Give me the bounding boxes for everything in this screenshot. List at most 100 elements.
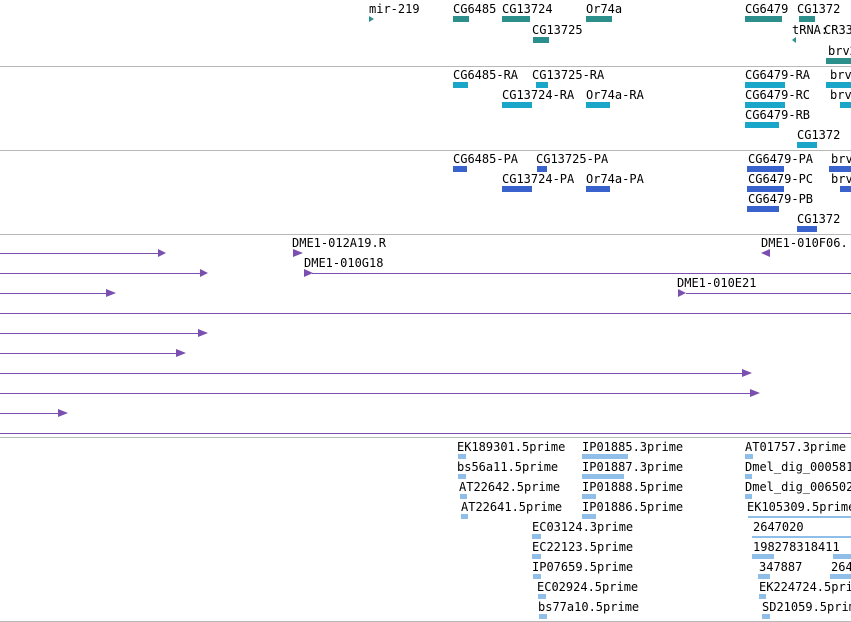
feature-label[interactable]: AT22642.5prime xyxy=(459,480,561,494)
est-glyph[interactable] xyxy=(759,594,766,599)
est-glyph[interactable] xyxy=(748,516,851,518)
feature-label[interactable]: Or74a-RA xyxy=(586,88,644,102)
feature-label[interactable]: DME1-010G18 xyxy=(304,256,384,270)
feature-label[interactable]: EK224724.5pri xyxy=(759,580,851,594)
feature-label[interactable]: Or74a xyxy=(586,2,623,16)
transcript-glyph[interactable] xyxy=(453,82,468,88)
feature-label[interactable]: EC03124.3prime xyxy=(532,520,634,534)
feature-label[interactable]: IP01885.3prime xyxy=(582,440,684,454)
gene-glyph[interactable] xyxy=(502,16,530,22)
feature-label[interactable]: 264 xyxy=(831,560,851,574)
feature-label[interactable]: 347887 xyxy=(759,560,803,574)
feature-label[interactable]: 2647020 xyxy=(753,520,804,534)
est-glyph[interactable] xyxy=(752,554,774,559)
gene-glyph[interactable] xyxy=(799,16,815,22)
feature-label[interactable]: CG6479-PA xyxy=(748,152,814,166)
feature-label[interactable]: CG13724 xyxy=(502,2,553,16)
feature-label[interactable]: CG13725-RA xyxy=(532,68,605,82)
clone-line[interactable] xyxy=(0,273,200,274)
feature-label[interactable]: EC02924.5prime xyxy=(537,580,639,594)
est-glyph[interactable] xyxy=(762,614,770,619)
feature-label[interactable]: EC22123.5prime xyxy=(532,540,634,554)
feature-label[interactable]: CG13724-RA xyxy=(502,88,575,102)
clone-line[interactable] xyxy=(312,273,851,274)
protein-glyph[interactable] xyxy=(502,186,532,192)
feature-label[interactable]: CG6479-PC xyxy=(748,172,814,186)
feature-label[interactable]: CG6479-PB xyxy=(748,192,814,206)
est-glyph[interactable] xyxy=(533,574,541,579)
est-glyph[interactable] xyxy=(582,514,596,519)
protein-glyph[interactable] xyxy=(586,186,610,192)
transcript-glyph[interactable] xyxy=(536,82,548,88)
clone-arrow-icon[interactable] xyxy=(293,249,303,257)
feature-label[interactable]: CG13725 xyxy=(532,23,583,37)
protein-glyph[interactable] xyxy=(747,186,784,192)
feature-label[interactable]: DME1-010F06. xyxy=(761,236,848,250)
feature-label[interactable]: CG1372 xyxy=(797,128,841,142)
est-glyph[interactable] xyxy=(745,494,752,499)
feature-label[interactable]: Or74a-PA xyxy=(586,172,644,186)
feature-label[interactable]: IP01888.5prime xyxy=(582,480,684,494)
clone-line[interactable] xyxy=(0,253,158,254)
protein-glyph[interactable] xyxy=(747,206,779,212)
clone-line[interactable] xyxy=(0,393,750,394)
feature-label[interactable]: CG6485-RA xyxy=(453,68,519,82)
feature-label[interactable]: brv xyxy=(830,68,851,82)
feature-label[interactable]: IP01887.3prime xyxy=(582,460,684,474)
feature-label[interactable]: CG6479-RB xyxy=(745,108,811,122)
est-glyph[interactable] xyxy=(539,614,547,619)
transcript-glyph[interactable] xyxy=(797,142,817,148)
est-glyph[interactable] xyxy=(532,554,541,559)
feature-label[interactable]: SD21059.5prime xyxy=(762,600,851,614)
clone-arrow-icon[interactable] xyxy=(761,249,770,257)
est-glyph[interactable] xyxy=(461,514,468,519)
est-glyph[interactable] xyxy=(538,594,546,599)
feature-label[interactable]: DME1-012A19.R xyxy=(292,236,386,250)
feature-label[interactable]: AT01757.3prime xyxy=(745,440,847,454)
clone-line[interactable] xyxy=(0,353,176,354)
gene-glyph[interactable] xyxy=(745,16,782,22)
feature-label[interactable]: brv xyxy=(831,152,851,166)
feature-label[interactable]: brv2 xyxy=(828,44,851,58)
transcript-glyph[interactable] xyxy=(826,82,851,88)
feature-label[interactable]: Dmel_dig_006502 xyxy=(745,480,851,494)
est-glyph[interactable] xyxy=(582,494,596,499)
protein-glyph[interactable] xyxy=(537,166,547,172)
feature-label[interactable]: CR33 xyxy=(824,23,851,37)
feature-label[interactable]: bs77a10.5prime xyxy=(538,600,640,614)
feature-label[interactable]: 198278318411 xyxy=(753,540,840,554)
est-glyph[interactable] xyxy=(758,574,770,579)
gene-glyph[interactable] xyxy=(453,16,469,22)
gene-glyph[interactable] xyxy=(369,16,374,22)
transcript-glyph[interactable] xyxy=(745,102,785,108)
est-glyph[interactable] xyxy=(458,454,466,459)
transcript-glyph[interactable] xyxy=(745,82,785,88)
feature-label[interactable]: CG6479-RA xyxy=(745,68,811,82)
est-glyph[interactable] xyxy=(532,534,541,539)
gene-glyph[interactable] xyxy=(792,37,796,43)
feature-label[interactable]: mir-219 xyxy=(369,2,420,16)
clone-line[interactable] xyxy=(0,433,851,434)
feature-label[interactable]: CG1372 xyxy=(797,2,841,16)
feature-label[interactable]: CG6485 xyxy=(453,2,497,16)
est-glyph[interactable] xyxy=(458,474,466,479)
feature-label[interactable]: CG13724-PA xyxy=(502,172,575,186)
protein-glyph[interactable] xyxy=(797,226,817,232)
clone-line[interactable] xyxy=(686,293,851,294)
feature-label[interactable]: CG13725-PA xyxy=(536,152,609,166)
est-glyph[interactable] xyxy=(745,474,752,479)
gene-glyph[interactable] xyxy=(533,37,549,43)
est-glyph[interactable] xyxy=(830,574,851,579)
protein-glyph[interactable] xyxy=(829,166,851,172)
clone-line[interactable] xyxy=(0,293,106,294)
feature-label[interactable]: brv2 xyxy=(830,88,851,102)
feature-label[interactable]: IP01886.5prime xyxy=(582,500,684,514)
feature-label[interactable]: CG6479-RC xyxy=(745,88,811,102)
feature-label[interactable]: IP07659.5prime xyxy=(532,560,634,574)
transcript-glyph[interactable] xyxy=(840,102,851,108)
clone-line[interactable] xyxy=(0,373,742,374)
est-glyph[interactable] xyxy=(745,454,753,459)
clone-line[interactable] xyxy=(0,313,851,314)
feature-label[interactable]: Dmel_dig_000581 xyxy=(745,460,851,474)
feature-label[interactable]: brv xyxy=(831,172,851,186)
